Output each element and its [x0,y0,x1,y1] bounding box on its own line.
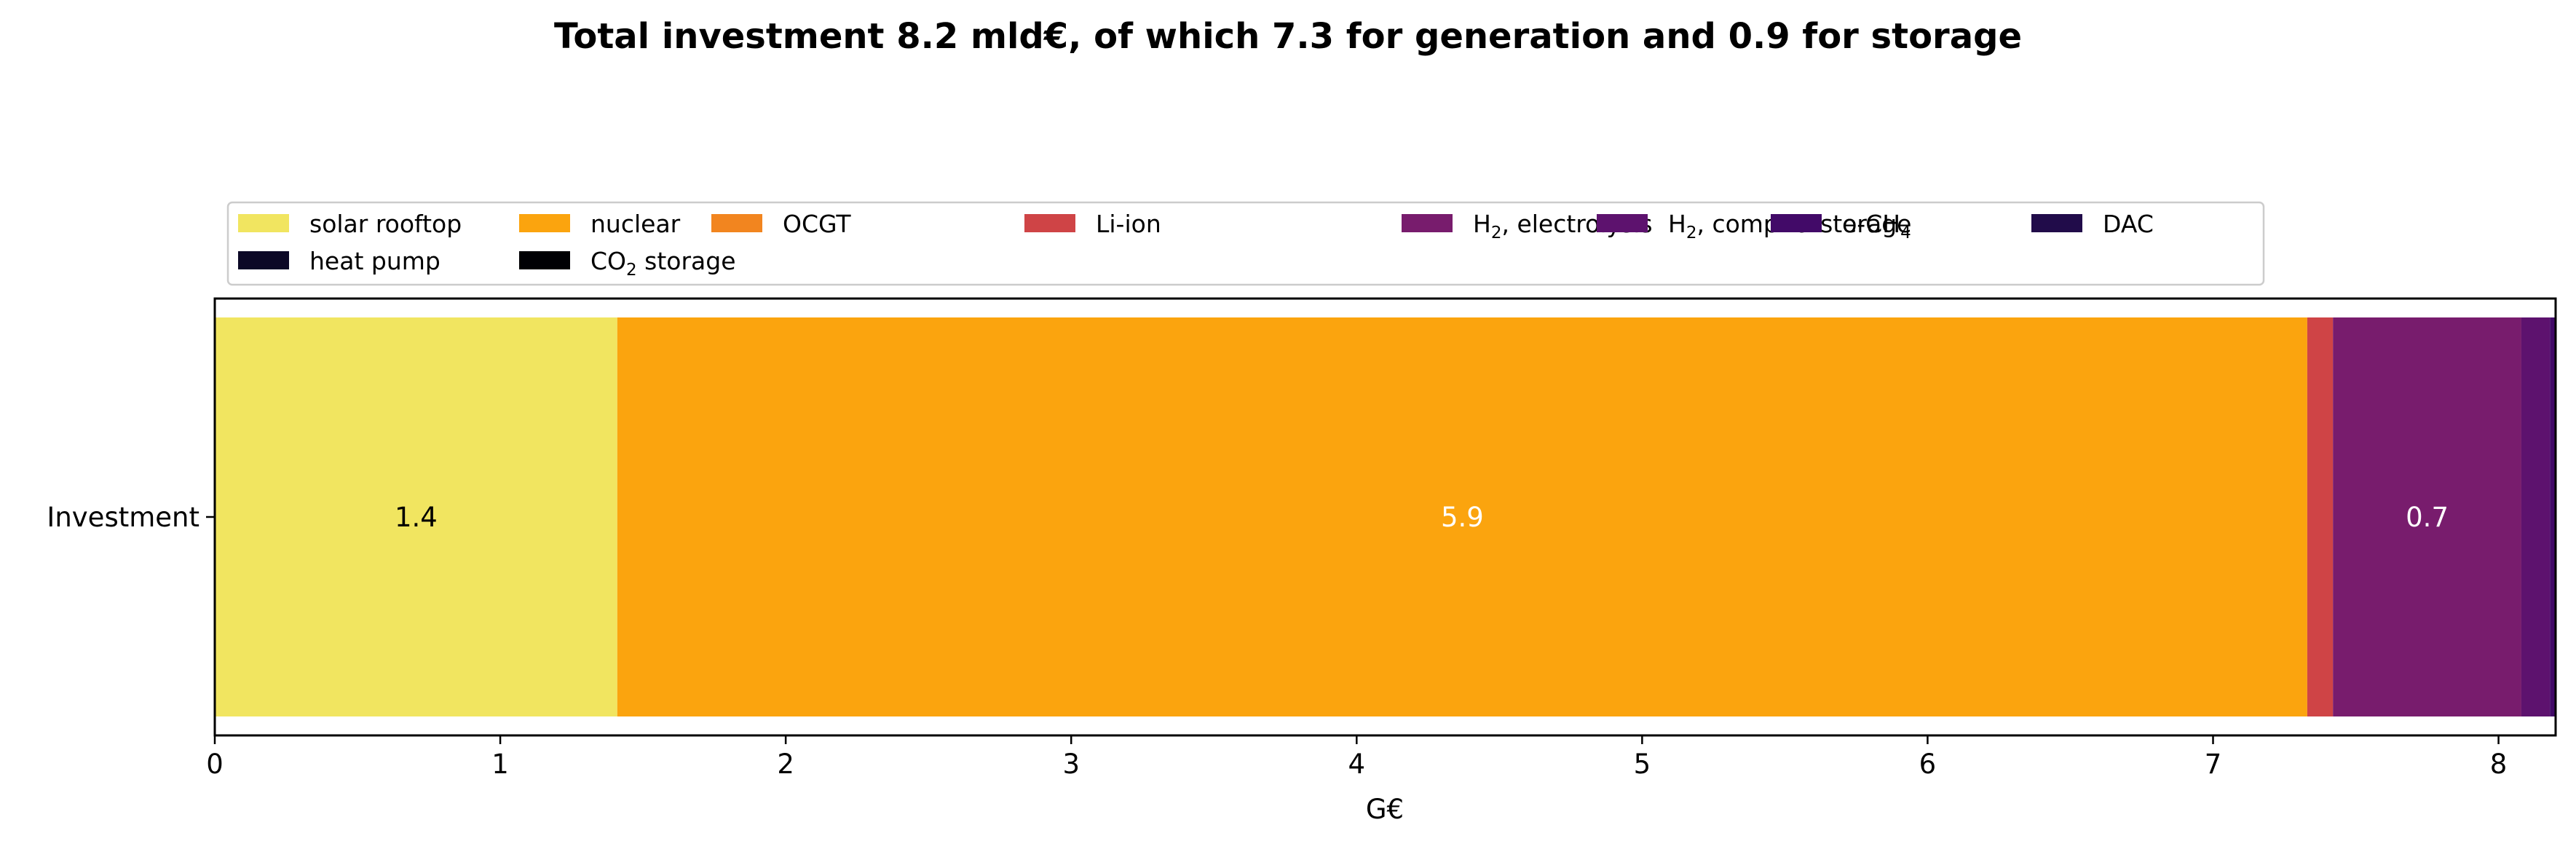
legend-swatch-2 [711,214,762,232]
legend-swatch-3 [1024,214,1075,232]
x-tick-label-8: 8 [2490,749,2508,780]
legend-label-2: OCGT [783,210,851,238]
bar-value-labels: 1.4 5.9 0.7 [395,502,2449,533]
legend-swatch-0 [238,214,289,232]
legend-label-6: e-CH4 [1842,210,1911,242]
x-tick-label-2: 2 [777,749,794,780]
bar-segment-6 [2550,317,2556,716]
legend-swatch-9 [519,251,570,269]
legend-label-3: Li-ion [1096,210,1161,238]
bar-value-label-1: 5.9 [1441,502,1484,533]
bar-segments [215,317,2556,716]
bar-segment-0 [215,317,617,716]
legend-swatch-1 [519,214,570,232]
x-tick-label-6: 6 [1919,749,1937,780]
legend-label-7: DAC [2103,210,2154,238]
bar-value-label-0: 1.4 [395,502,438,533]
x-tick-label-1: 1 [491,749,509,780]
legend-swatch-7 [2031,214,2082,232]
legend-label-9: CO2 storage [590,247,736,280]
bar-segment-3 [2307,317,2334,716]
x-tick-label-0: 0 [206,749,224,780]
bar-segment-5 [2521,317,2551,716]
x-tick-label-3: 3 [1062,749,1080,780]
legend-label-1: nuclear [590,210,681,238]
x-tick-label-7: 7 [2205,749,2222,780]
x-tick-label-5: 5 [1634,749,1651,780]
bar-value-label-4: 0.7 [2406,502,2449,533]
legend-swatch-8 [238,251,289,269]
legend-swatch-6 [1771,214,1822,232]
bar-segment-1 [617,317,2307,716]
y-axis-ticks: Investment [47,502,215,533]
legend-swatch-5 [1597,214,1648,232]
legend-label-8: heat pump [309,247,440,275]
x-axis-ticks: 0 1 2 3 4 5 6 7 8 [206,735,2507,780]
bar-segment-4 [2333,317,2521,716]
legend-swatch-4 [1402,214,1453,232]
x-tick-label-4: 4 [1348,749,1366,780]
y-tick-label-0: Investment [47,502,199,533]
legend-label-0: solar rooftop [309,210,462,238]
chart-title: Total investment 8.2 mld€, of which 7.3 … [554,16,2022,57]
legend: solar rooftop nuclear OCGT Li-ion H2, electr… [226,201,2265,286]
x-axis-label: G€ [1366,794,1404,825]
